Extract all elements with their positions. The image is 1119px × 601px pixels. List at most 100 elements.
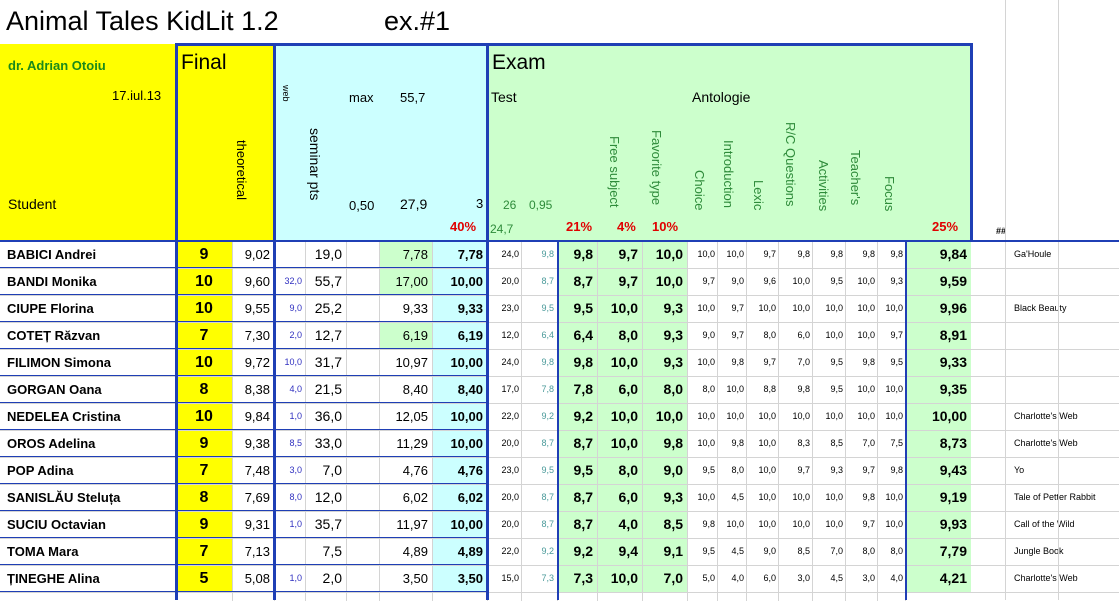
antologie-criterion-score[interactable]: 9,0 [763, 546, 776, 556]
web-score[interactable]: 4,0 [289, 384, 302, 394]
book-title[interactable]: Charlotte's Web [1014, 573, 1078, 583]
antologie-criterion-score[interactable]: 10,0 [758, 465, 776, 475]
antologie-criterion-score[interactable]: 10,0 [885, 519, 903, 529]
antologie-criterion-score[interactable]: 9,5 [830, 276, 843, 286]
antologie-criterion-score[interactable]: 8,0 [890, 546, 903, 556]
antologie-criterion-score[interactable]: 9,5 [702, 465, 715, 475]
student-name[interactable]: POP Adina [7, 463, 74, 478]
antologie-criterion-score[interactable]: 10,0 [792, 492, 810, 502]
antologie-criterion-score[interactable]: 6,0 [797, 330, 810, 340]
theoretical-score[interactable]: 9,72 [244, 355, 270, 370]
antologie-criterion-score[interactable]: 10,0 [825, 411, 843, 421]
favorite-type-grade[interactable]: 8,0 [642, 376, 687, 403]
student-name[interactable]: SANISLĂU Steluța [7, 490, 121, 505]
final-grade[interactable]: 5 [176, 565, 232, 592]
test-grade[interactable]: 7,8 [557, 376, 597, 403]
seminar-points[interactable]: 55,7 [314, 273, 342, 289]
seminar-points[interactable]: 33,0 [314, 435, 342, 451]
seminar-points[interactable]: 2,0 [322, 570, 342, 586]
seminar-points[interactable]: 12,0 [314, 489, 342, 505]
antologie-criterion-score[interactable]: 10,0 [758, 438, 776, 448]
antologie-total[interactable]: 8,91 [905, 322, 971, 349]
antologie-criterion-score[interactable]: 4,0 [731, 573, 744, 583]
favorite-type-grade[interactable]: 9,3 [642, 295, 687, 322]
antologie-criterion-score[interactable]: 9,7 [731, 330, 744, 340]
free-subject-grade[interactable]: 10,0 [597, 295, 642, 322]
antologie-criterion-score[interactable]: 10,0 [697, 438, 715, 448]
favorite-type-grade[interactable]: 9,8 [642, 430, 687, 457]
seminar-capped[interactable]: 8,40 [432, 376, 487, 403]
web-score[interactable] [274, 241, 305, 268]
antologie-criterion-score[interactable]: 10,0 [697, 303, 715, 313]
antologie-criterion-score[interactable]: 10,0 [758, 411, 776, 421]
antologie-criterion-score[interactable]: 8,3 [797, 438, 810, 448]
antologie-criterion-score[interactable]: 10,0 [758, 492, 776, 502]
antologie-criterion-score[interactable]: 8,5 [830, 438, 843, 448]
seminar-points[interactable]: 35,7 [314, 516, 342, 532]
seminar-points[interactable]: 36,0 [314, 408, 342, 424]
antologie-criterion-score[interactable]: 10,0 [758, 519, 776, 529]
free-subject-grade[interactable]: 6,0 [597, 376, 642, 403]
test-scaled[interactable]: 7,3 [541, 573, 554, 583]
antologie-total[interactable]: 9,19 [905, 484, 971, 511]
antologie-criterion-score[interactable]: 9,7 [731, 303, 744, 313]
antologie-criterion-score[interactable]: 9,3 [890, 276, 903, 286]
antologie-total[interactable]: 9,33 [905, 349, 971, 376]
test-raw[interactable]: 24,0 [501, 357, 519, 367]
antologie-criterion-score[interactable]: 9,0 [702, 330, 715, 340]
book-title[interactable] [1010, 268, 1119, 295]
antologie-criterion-score[interactable]: 10,0 [885, 303, 903, 313]
book-title[interactable]: Charlotte's Web [1014, 438, 1078, 448]
test-grade[interactable]: 8,7 [557, 484, 597, 511]
theoretical-score[interactable]: 9,02 [244, 247, 270, 262]
antologie-total[interactable]: 7,79 [905, 538, 971, 565]
antologie-criterion-score[interactable]: 6,0 [763, 573, 776, 583]
free-subject-grade[interactable]: 6,0 [597, 484, 642, 511]
final-grade[interactable]: 9 [176, 241, 232, 268]
antologie-criterion-score[interactable]: 10,0 [857, 411, 875, 421]
antologie-criterion-score[interactable]: 9,5 [830, 357, 843, 367]
test-scaled[interactable]: 9,2 [541, 546, 554, 556]
test-scaled[interactable]: 8,7 [541, 276, 554, 286]
final-grade[interactable]: 10 [176, 349, 232, 376]
antologie-criterion-score[interactable]: 9,0 [731, 276, 744, 286]
antologie-criterion-score[interactable]: 10,0 [825, 303, 843, 313]
antologie-total[interactable]: 9,59 [905, 268, 971, 295]
test-scaled[interactable]: 9,8 [541, 357, 554, 367]
book-title[interactable]: Ga'Houle [1014, 249, 1052, 259]
student-name[interactable]: TOMA Mara [7, 544, 79, 559]
antologie-criterion-score[interactable]: 10,0 [825, 492, 843, 502]
test-raw[interactable]: 12,0 [501, 330, 519, 340]
seminar-capped[interactable]: 10,00 [432, 268, 487, 295]
web-score[interactable]: 9,0 [289, 303, 302, 313]
seminar-weighted[interactable]: 3,50 [402, 571, 428, 586]
antologie-criterion-score[interactable]: 10,0 [825, 519, 843, 529]
web-score[interactable]: 2,0 [289, 330, 302, 340]
final-grade[interactable]: 10 [176, 403, 232, 430]
test-raw[interactable]: 22,0 [501, 546, 519, 556]
antologie-total[interactable]: 9,84 [905, 241, 971, 268]
test-raw[interactable]: 24,0 [501, 249, 519, 259]
seminar-points[interactable]: 19,0 [314, 246, 342, 262]
seminar-weighted[interactable]: 4,76 [402, 463, 428, 478]
antologie-criterion-score[interactable]: 10,0 [857, 330, 875, 340]
free-subject-grade[interactable]: 10,0 [597, 430, 642, 457]
student-name[interactable]: BANDI Monika [7, 274, 97, 289]
seminar-capped[interactable]: 10,00 [432, 403, 487, 430]
antologie-criterion-score[interactable]: 10,0 [792, 276, 810, 286]
antologie-criterion-score[interactable]: 10,0 [857, 276, 875, 286]
seminar-capped[interactable]: 10,00 [432, 349, 487, 376]
antologie-criterion-score[interactable]: 9,8 [890, 249, 903, 259]
test-grade[interactable]: 8,7 [557, 511, 597, 538]
test-grade[interactable]: 9,8 [557, 241, 597, 268]
antologie-criterion-score[interactable]: 9,3 [830, 465, 843, 475]
theoretical-score[interactable]: 9,60 [244, 274, 270, 289]
book-title[interactable] [1010, 349, 1119, 376]
antologie-criterion-score[interactable]: 10,0 [885, 411, 903, 421]
seminar-capped[interactable]: 9,33 [432, 295, 487, 322]
final-grade[interactable]: 9 [176, 511, 232, 538]
theoretical-score[interactable]: 7,13 [244, 544, 270, 559]
book-title[interactable]: Charlotte's Web [1014, 411, 1078, 421]
seminar-points[interactable]: 12,7 [314, 327, 342, 343]
seminar-points[interactable]: 7,0 [322, 462, 342, 478]
